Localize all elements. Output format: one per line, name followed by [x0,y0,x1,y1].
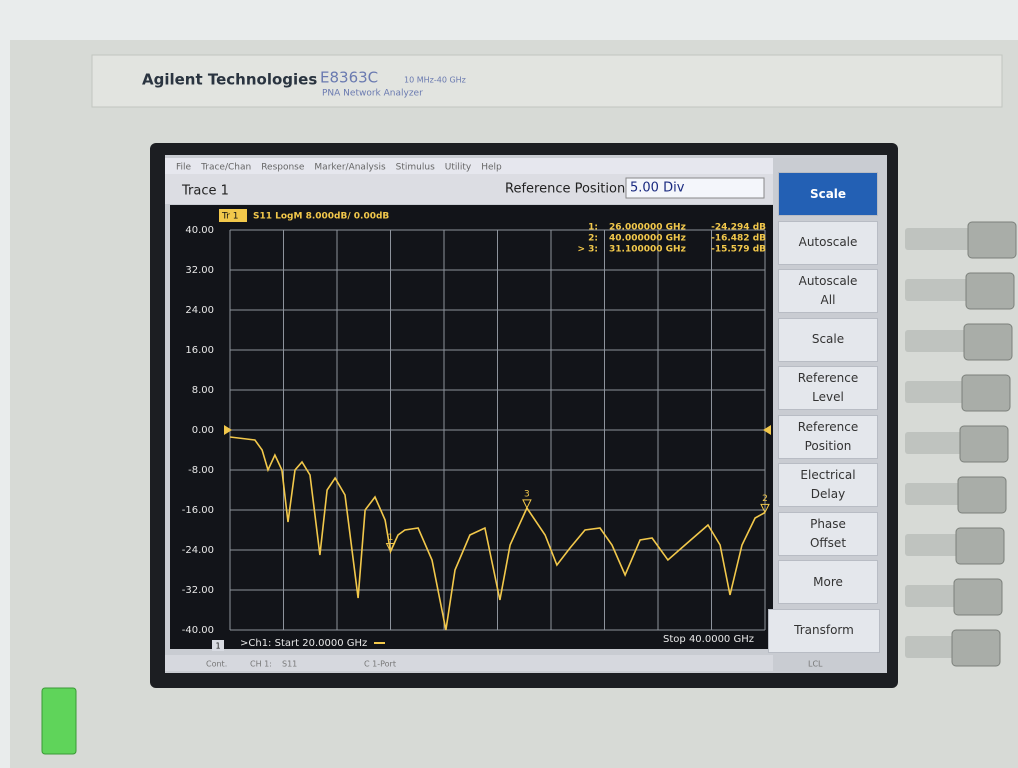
range: 10 MHz-40 GHz [404,76,466,85]
marker [760,503,770,514]
ref-arrow [763,425,771,435]
hard-key-cap [957,476,1007,514]
y-tick-label: -16.00 [182,505,214,516]
menu-item[interactable]: Marker/Analysis [314,163,386,173]
menu-bar [165,158,773,174]
field-label: Reference Position [505,182,625,197]
marker [522,499,532,510]
softkey[interactable]: Transform [768,608,880,653]
y-tick-label: -24.00 [182,545,214,556]
trace-tag-box [219,209,247,222]
marker [385,542,396,553]
stop-label: Stop 40.0000 GHz [663,634,754,645]
ref-arrow [224,425,232,435]
product: PNA Network Analyzer [322,89,423,99]
hard-key-cap [965,272,1015,310]
menu-item[interactable]: Help [481,163,502,173]
status-item: CH 1: [250,660,272,669]
hard-key-cap [953,578,1003,616]
y-tick-label: 32.00 [185,265,214,276]
y-tick-label: -8.00 [188,465,214,476]
brand-strip [91,54,1003,108]
y-tick-label: 24.00 [185,305,214,316]
y-tick-label: 8.00 [192,385,214,396]
marker-readout-y: -15.579 dB [711,245,766,255]
maker: Agilent Technologies [142,71,317,89]
menu-item[interactable]: Utility [445,163,472,173]
softkey[interactable]: Scale [778,172,878,216]
marker-tag: 3 [524,489,530,499]
softkey[interactable]: Phase Offset [778,511,878,556]
menu-item[interactable]: File [176,163,192,173]
menu-item[interactable]: Response [261,163,305,173]
hard-key-cap [959,425,1009,463]
marker-tag: 1 [388,533,394,543]
softkey[interactable]: More [778,560,878,604]
entry-text[interactable]: 5.00 Div [630,181,685,196]
legend-entry: S11 LogM 8.000dB/ 0.00dB [253,212,389,222]
softkey[interactable]: Reference Level [778,366,878,410]
status-item: C 1-Port [364,660,396,669]
softkey[interactable]: Autoscale All [778,269,878,313]
hard-key-cap [951,629,1001,667]
marker-readout-y: -24.294 dB [711,223,766,233]
hard-key-cap [961,374,1011,412]
softkey[interactable]: Scale [778,317,878,362]
hard-key-cap [963,323,1013,361]
marker-tag: 2 [762,494,768,504]
plot-panel [170,205,773,649]
hard-key [905,432,975,454]
hard-key [905,330,975,352]
y-tick-label: 0.00 [192,425,214,436]
trace-tag: Tr 1 [221,212,238,222]
marker-readout-name: 1: [588,223,598,233]
menu-item[interactable]: Stimulus [396,163,435,173]
channel: 1 [215,642,220,651]
start-label: >Ch1: Start 20.0000 GHz [240,638,367,649]
menu-item[interactable]: Trace/Chan [200,163,251,173]
marker-readout-name: > 3: [577,245,598,255]
hard-key [905,279,975,301]
status-item: LCL [808,660,823,669]
marker-readout-x: 31.100000 GHz [609,245,686,255]
power-led [41,687,77,755]
softkey[interactable]: Autoscale [778,220,878,265]
entry-box[interactable] [625,177,765,199]
marker-readout-x: 26.000000 GHz [609,223,686,233]
trace-title: Trace 1 [181,184,229,199]
y-tick-label: 40.00 [185,225,214,236]
marker-readout-y: -16.482 dB [711,234,766,244]
status-item: Cont. [206,660,227,669]
hard-key-cap [955,527,1005,565]
channel-box [212,640,224,651]
softkey[interactable]: Electrical Delay [778,463,878,507]
status-bar [165,655,773,671]
hard-key [905,228,975,250]
trace-line [229,436,766,631]
softkey[interactable]: Reference Position [778,414,878,459]
model: E8363C [320,69,378,87]
y-tick-label: 16.00 [185,345,214,356]
y-tick-label: -40.00 [182,625,214,636]
y-tick-label: -32.00 [182,585,214,596]
hard-key-cap [967,221,1017,259]
marker-readout-name: 2: [588,234,598,244]
hard-key [905,381,975,403]
status-item: S11 [282,660,297,669]
marker-readout-x: 40.000000 GHz [609,234,686,244]
